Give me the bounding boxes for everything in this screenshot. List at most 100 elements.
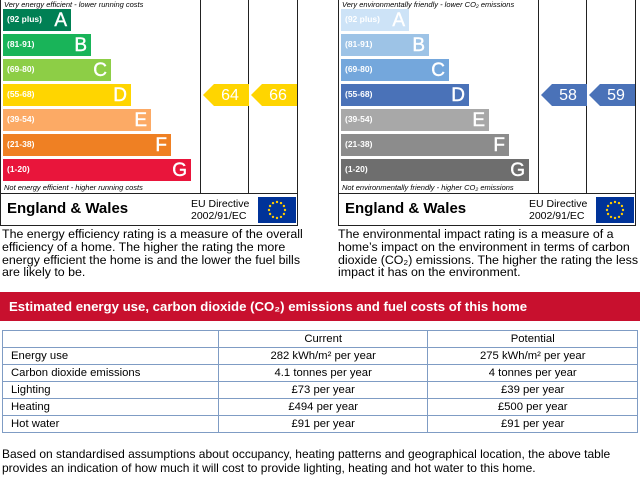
band-letter: C (431, 60, 445, 81)
flag-star (271, 201, 275, 205)
flag-star (268, 204, 272, 208)
column-header: Current (217, 330, 429, 348)
energy-description: The energy efficiency rating is a measur… (2, 227, 303, 280)
table-cell: £494 per year (217, 398, 429, 416)
rating-band: (55-68) D (3, 84, 131, 106)
table-cell: £91 per year (427, 415, 638, 433)
band-letter: D (113, 85, 127, 106)
band-range: (55-68) (7, 89, 35, 99)
band-letter: G (510, 160, 525, 181)
table-cell: Carbon dioxide emissions (2, 364, 219, 382)
table-cell: Heating (2, 398, 219, 416)
table-row: Lighting £73 per year £39 per year (2, 381, 638, 399)
band-range: (21-38) (7, 139, 35, 149)
band-range: (81-91) (7, 39, 35, 49)
table-cell: 282 kWh/m² per year (217, 347, 429, 365)
directive: EU Directive (529, 198, 588, 210)
arrow-shape (589, 84, 635, 106)
arrow-value: 64 (221, 87, 239, 104)
table-cell: Hot water (2, 415, 219, 433)
arrow-shape (251, 84, 297, 106)
bottom-note: Not environmentally friendly - higher CO… (342, 183, 514, 192)
environmental-rating-chart: Very environmentally friendly - lower CO… (338, 0, 636, 226)
flag-star (620, 212, 624, 216)
band-letter: A (54, 10, 67, 31)
band-range: (1-20) (7, 164, 30, 174)
top-note: Very energy efficient - lower running co… (4, 0, 144, 9)
flag-star (613, 216, 617, 220)
rating-band: (1-20) G (341, 159, 529, 181)
table-cell: £39 per year (427, 381, 638, 399)
arrow-shape (203, 84, 249, 106)
table-cell: Lighting (2, 381, 219, 399)
flag-star (606, 204, 610, 208)
table-cell: 4 tonnes per year (427, 364, 638, 382)
flag-star (620, 204, 624, 208)
rating-band: (92 plus) A (3, 9, 71, 31)
rating-band: (21-38) F (341, 134, 509, 156)
arrow-shape (541, 84, 587, 106)
band-letter: A (392, 10, 405, 31)
eu-flag (258, 197, 296, 223)
rating-band: (69-80) C (341, 59, 449, 81)
arrow-value: 66 (269, 87, 287, 104)
rating-band: (81-91) B (3, 34, 91, 56)
column-header: Potential (427, 330, 638, 348)
flag-star (279, 215, 283, 219)
band-range: (39-54) (345, 114, 373, 124)
rating-arrow: 64 (203, 84, 249, 106)
table-cell: 4.1 tonnes per year (217, 364, 429, 382)
band-range: (39-54) (7, 114, 35, 124)
rating-band: (81-91) B (341, 34, 429, 56)
band-range: (92 plus) (345, 14, 380, 24)
band-range: (21-38) (345, 139, 373, 149)
table-cell: £73 per year (217, 381, 429, 399)
flag-star (617, 201, 621, 205)
flag-star (621, 208, 625, 212)
table-row: Hot water £91 per year £91 per year (2, 415, 638, 433)
rating-arrow: 58 (541, 84, 587, 106)
flag-star (267, 208, 271, 212)
rating-band: (39-54) E (341, 109, 489, 131)
rating-arrow: 59 (589, 84, 635, 106)
flag-star (609, 201, 613, 205)
flag-star (268, 212, 272, 216)
eu-flag (596, 197, 634, 223)
table-cell: £91 per year (217, 415, 429, 433)
flag-star (609, 215, 613, 219)
header-cell (2, 330, 219, 348)
region: England & Wales (7, 200, 129, 217)
directive: 2002/91/EC (191, 210, 247, 222)
flag-star (617, 215, 621, 219)
table-cell: 275 kWh/m² per year (427, 347, 638, 365)
flag-star (282, 204, 286, 208)
band-range: (55-68) (345, 89, 373, 99)
flag-star (275, 216, 279, 220)
flag-star (275, 200, 279, 204)
arrow-value: 58 (559, 87, 577, 104)
band-letter: G (172, 160, 187, 181)
region: England & Wales (345, 200, 467, 217)
band-letter: D (451, 85, 465, 106)
flag-star (283, 208, 287, 212)
rating-band: (39-54) E (3, 109, 151, 131)
footer-divider (1, 193, 297, 194)
band-range: (69-80) (345, 64, 373, 74)
cost-table: Current Potential Energy use 282 kWh/m² per… (2, 330, 638, 433)
band-letter: B (74, 35, 87, 56)
rating-band: (55-68) D (341, 84, 469, 106)
band-range: (81-91) (345, 39, 373, 49)
band-range: (92 plus) (7, 14, 42, 24)
column-divider (200, 0, 201, 193)
table-row: Carbon dioxide emissions 4.1 tonnes per y… (2, 364, 638, 382)
flag-star (271, 215, 275, 219)
footnote: Based on standardised assumptions about … (2, 447, 611, 475)
bottom-note: Not energy efficient - higher running co… (4, 183, 143, 192)
band-letter: C (93, 60, 107, 81)
band-letter: E (472, 110, 485, 131)
section-title: Estimated energy use, carbon dioxide (CO… (0, 292, 640, 321)
directive: EU Directive (191, 198, 250, 210)
band-range: (1-20) (345, 164, 368, 174)
energy-rating-chart: Very energy efficient - lower running co… (0, 0, 298, 226)
